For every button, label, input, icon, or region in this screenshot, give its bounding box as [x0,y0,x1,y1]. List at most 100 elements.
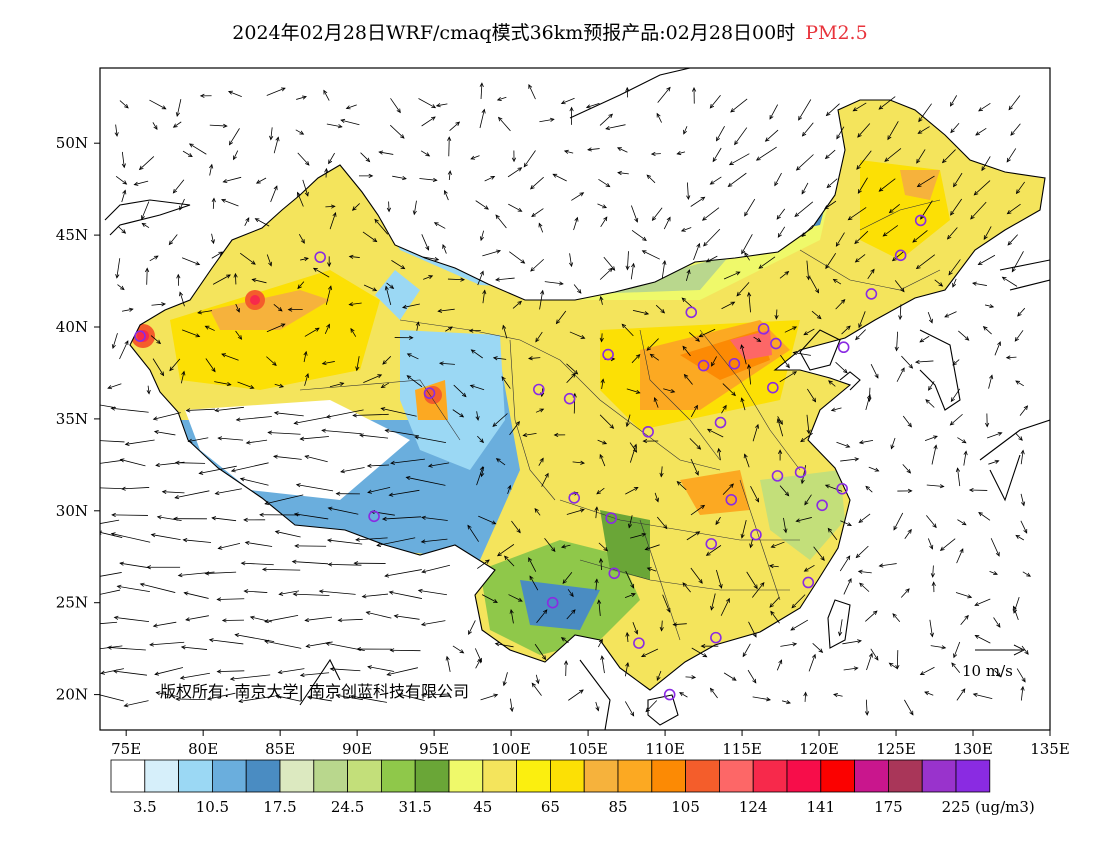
wind-arrowhead [993,571,998,576]
wind-arrowhead [579,508,585,513]
wind-arrow [100,621,118,625]
wind-arrowhead [145,267,150,273]
wind-arrow [107,383,122,389]
wind-arrow [627,251,629,270]
wind-arrow [854,230,869,244]
wind-arrow [119,340,129,360]
wind-arrow [539,290,544,310]
wind-arrow [307,696,332,702]
wind-arrowhead [602,440,608,445]
wind-arrowhead [741,249,746,255]
wind-arrow [950,122,960,133]
wind-arrowhead [91,462,95,465]
wind-arrow [595,579,598,591]
wind-arrowhead [437,308,443,313]
wind-arrow [561,637,569,644]
wind-arrow [744,454,750,468]
wind-arrow [239,252,256,265]
wind-arrow [326,409,364,418]
wind-arrow [970,201,987,220]
colorbar-swatch [347,759,382,793]
wind-arrow [824,200,837,210]
wind-arrowhead [174,495,180,500]
wind-arrowhead [950,210,955,216]
wind-arrowhead [520,259,526,264]
wind-arrow [826,178,838,188]
wind-arrowhead [110,532,116,537]
wind-arrow [152,358,164,376]
wind-arrowhead [494,642,500,647]
wind-arrowhead [304,617,310,623]
wind-arrowhead [228,140,234,146]
wind-arrow [974,180,991,196]
wind-arrow [235,330,242,340]
wind-arrow [663,388,675,393]
wind-arrowhead [267,430,273,435]
wind-arrow [710,593,716,610]
wind-arrowhead [176,273,181,279]
wind-arrowhead [405,475,411,481]
lon-tick-label: 100E [491,740,531,758]
station-marker [767,381,779,394]
colorbar-swatch [144,759,180,793]
wind-arrow [825,149,836,159]
wind-arrowhead [1011,267,1016,273]
wind-arrowhead [858,440,864,445]
wind-arrowhead [264,501,270,506]
coast-russia [999,259,1050,291]
wind-arrow [544,281,563,285]
wind-arrow [229,128,240,145]
wind-arrowhead [1005,355,1011,360]
wind-arrow [927,312,933,323]
wind-arrow [352,203,360,211]
wind-arrowhead [235,307,240,313]
wind-arrowhead [459,649,465,654]
wind-arrowhead [569,106,574,112]
wind-arrow [217,598,245,600]
lon-tick-label: 130E [953,740,993,758]
wind-arrow [868,387,871,402]
station-marker [663,688,676,701]
wind-arrow [842,640,862,645]
wind-arrow [777,226,786,238]
wind-arrow [349,302,362,306]
wind-arrowhead [908,364,914,369]
wind-arrowhead [766,697,771,702]
wind-arrow [100,459,123,464]
wind-arrowhead [431,116,436,121]
wind-arrow [957,437,967,444]
wind-arrow [209,124,227,127]
wind-arrow [246,439,268,444]
wind-arrowhead [878,105,884,110]
wind-arrow [421,234,429,251]
wind-arrow [382,356,392,365]
wind-arrowhead [865,485,870,491]
wind-arrow [703,228,721,247]
wind-arrowhead [700,196,706,201]
wind-arrow [176,99,182,117]
wind-arrowhead [237,335,243,340]
wind-arrowhead [327,262,332,268]
wind-arrow [140,583,176,593]
wind-arrow [825,252,837,269]
wind-arrowhead [240,561,246,566]
wind-arrow [646,174,656,184]
wind-arrow [218,437,244,441]
wind-arrowhead [727,182,733,188]
wind-arrow [771,541,785,548]
wind-arrow [599,113,613,126]
wind-arrowhead [641,532,647,537]
wind-arrow [889,662,898,669]
wind-arrowhead [633,487,639,491]
wind-arrow [904,529,912,540]
wind-arrow [931,445,937,465]
wind-arrow [806,414,810,434]
wind-arrowhead [892,613,897,618]
wind-arrow [568,689,584,701]
wind-arrowhead [939,484,945,489]
wind-arrowhead [977,261,983,266]
wind-arrowhead [928,318,933,324]
wind-arrowhead [211,367,216,373]
wind-arrow [894,280,905,292]
wind-arrow [471,349,483,359]
